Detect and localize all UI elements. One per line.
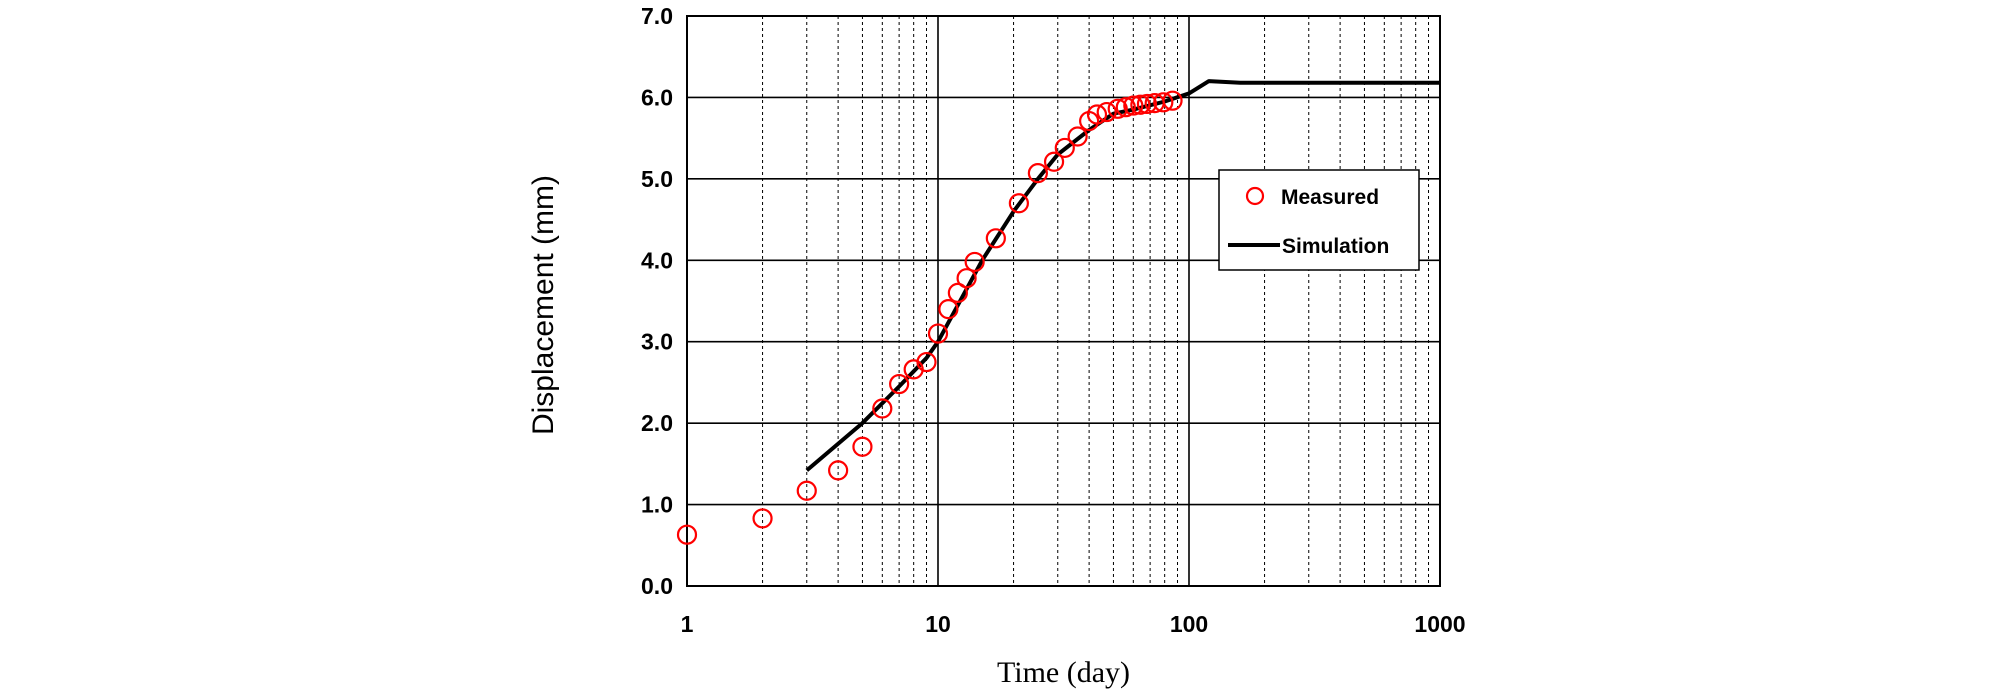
legend-marker-measured [1245,186,1265,206]
measured-point [947,282,968,303]
measured-point [1162,90,1183,111]
x-axis-title: Time (day) [997,656,1130,689]
measured-point [1027,163,1048,184]
measured-point [889,373,910,395]
measured-point [1136,93,1158,115]
x-tick-label: 100 [1170,611,1208,637]
measured-point [1130,94,1151,115]
plot-frame [686,15,1441,587]
legend-box [1218,169,1420,271]
series-layer [676,79,1440,545]
measured-point [1008,193,1029,214]
y-tick-label: 3.0 [641,329,673,355]
y-tick-label: 7.0 [641,3,673,29]
legend: Measured Simulation [1218,169,1420,271]
y-tick-label: 6.0 [641,84,673,110]
measured-point [1054,137,1075,159]
measured-point [985,228,1006,249]
y-tick-label: 5.0 [641,166,673,192]
x-tick-label: 1000 [1414,611,1465,637]
measured-point [852,436,873,457]
measured-point [938,299,959,320]
y-tick-label: 1.0 [641,492,673,518]
x-tick-label: 10 [925,611,951,637]
measured-point [1123,95,1144,116]
measured-point [796,480,817,501]
measured-point [1086,104,1108,125]
y-tick-label: 4.0 [641,247,673,273]
measured-point [927,323,949,344]
measured-point [872,398,893,419]
measured-point [1067,126,1088,147]
measured-point [1107,98,1128,119]
measured-point [752,508,773,529]
legend-label-measured: Measured [1281,186,1379,209]
simulation-line [805,79,1440,472]
measured-point [1096,101,1117,123]
tick-labels: 1 10 100 1000 0.0 1.0 2.0 3.0 4.0 5.0 6.0 7.0 [641,3,1466,637]
measured-point [1043,151,1065,172]
measured-point [964,251,985,273]
x-tick-label: 1 [681,611,694,637]
measured-point [676,524,698,545]
measured-point [1153,92,1174,113]
grid [686,15,1441,587]
y-tick-label: 2.0 [641,410,673,436]
measured-point [956,268,977,289]
legend-label-simulation: Simulation [1282,235,1389,258]
y-tick-label: 0.0 [641,573,673,599]
measured-point [1115,97,1136,118]
measured-point [916,351,937,373]
measured-point [828,460,849,481]
y-axis-title: Displacement (mm) [527,175,560,435]
